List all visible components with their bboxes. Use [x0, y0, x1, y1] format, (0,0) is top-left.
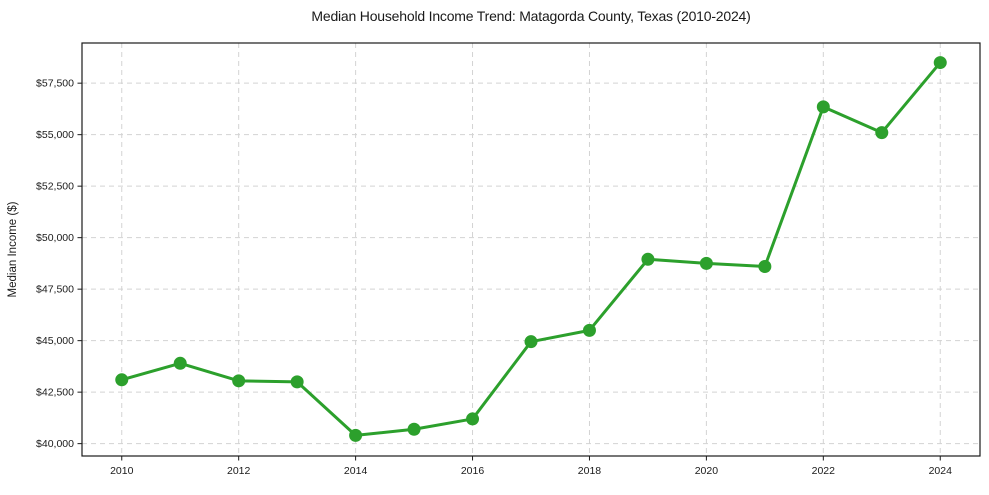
x-tick-label: 2014: [344, 465, 368, 477]
y-tick-label: $40,000: [36, 438, 74, 450]
x-tick-label: 2022: [812, 465, 836, 477]
data-point-marker: [875, 126, 889, 140]
data-point-marker: [816, 100, 830, 114]
chart-title: Median Household Income Trend: Matagorda…: [311, 8, 750, 24]
x-tick-label: 2012: [227, 465, 251, 477]
data-point-marker: [349, 428, 363, 442]
data-point-marker: [641, 252, 655, 266]
data-point-marker: [582, 323, 596, 337]
data-point-marker: [758, 259, 772, 273]
data-point-marker: [699, 256, 713, 270]
y-tick-label: $55,000: [36, 129, 74, 141]
data-point-marker: [524, 335, 538, 349]
data-point-marker: [407, 422, 421, 436]
y-tick-label: $47,500: [36, 284, 74, 296]
data-point-marker: [173, 356, 187, 370]
y-tick-label: $42,500: [36, 387, 74, 399]
y-axis-label: Median Income ($): [7, 201, 19, 297]
grid-layer: [82, 43, 980, 456]
data-point-marker: [232, 374, 246, 388]
x-tick-label: 2020: [695, 465, 719, 477]
x-tick-label: 2024: [929, 465, 953, 477]
data-point-marker: [290, 375, 304, 389]
y-tick-label: $50,000: [36, 232, 74, 244]
data-point-marker: [115, 373, 129, 387]
data-point-marker: [933, 56, 947, 70]
x-tick-label: 2010: [110, 465, 134, 477]
x-tick-label: 2016: [461, 465, 485, 477]
plot-border: [81, 42, 981, 457]
y-tick-label: $45,000: [36, 335, 74, 347]
y-tick-label: $57,500: [36, 78, 74, 90]
tick-layer: 2010 2012 2014 2016 2018 2020 2022 2024 $40,000 $…: [36, 78, 952, 477]
data-point-marker: [466, 412, 480, 426]
x-tick-label: 2018: [578, 465, 602, 477]
series-layer: [115, 56, 947, 442]
y-tick-label: $52,500: [36, 181, 74, 193]
